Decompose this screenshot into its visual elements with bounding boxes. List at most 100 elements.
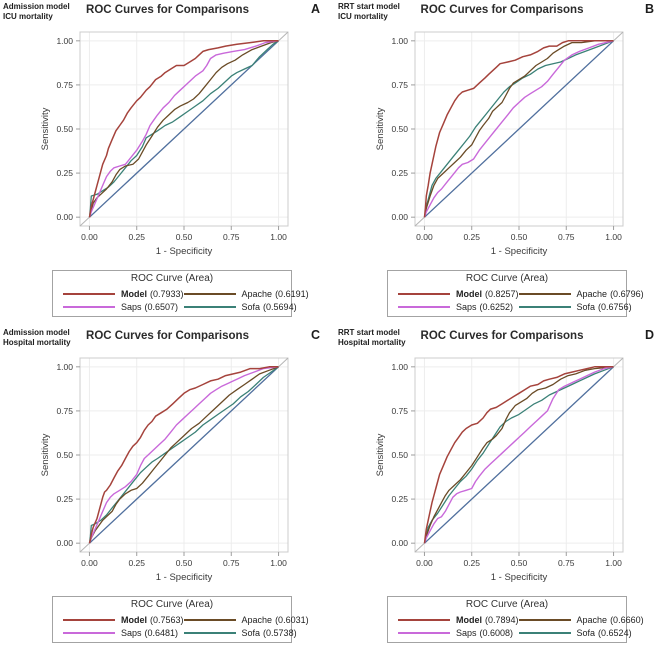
svg-text:0.75: 0.75 (558, 558, 575, 568)
svg-text:1 - Specificity: 1 - Specificity (156, 246, 213, 257)
legend-title: ROC Curve (Area) (130, 599, 214, 610)
svg-text:0.75: 0.75 (391, 406, 408, 416)
legend-series-auc: (0.7894) (485, 615, 519, 625)
svg-text:1.00: 1.00 (605, 558, 622, 568)
sofa-line-swatch (183, 306, 236, 308)
legend-entries: Model (0.8257) Saps (0.6252) Apache (0.6796… (388, 288, 644, 316)
legend-entry-model: Model (0.7933) (63, 289, 184, 299)
panel-b-letter: B (644, 2, 654, 16)
legend-title: ROC Curve (Area) (130, 273, 214, 284)
svg-text:0.75: 0.75 (223, 232, 240, 242)
legend-series-auc: (0.6524) (598, 628, 632, 638)
legend-series-auc: (0.6796) (610, 289, 644, 299)
legend-entry-model: Model (0.7563) (63, 615, 184, 625)
svg-text:0.50: 0.50 (511, 232, 528, 242)
svg-text:0.00: 0.00 (81, 232, 98, 242)
legend-entry-saps: Saps (0.6507) (63, 302, 184, 312)
saps-line-swatch (63, 632, 115, 634)
svg-text:0.25: 0.25 (128, 232, 145, 242)
svg-text:0.75: 0.75 (223, 558, 240, 568)
legend-entry-saps: Saps (0.6008) (398, 628, 519, 638)
legend-series-auc: (0.5738) (263, 628, 297, 638)
svg-text:0.25: 0.25 (463, 558, 480, 568)
panel-c: Admission model Hospital mortality ROC C… (0, 326, 335, 651)
panel-d: RRT start model Hospital mortality ROC C… (335, 326, 669, 651)
legend-entry-sofa: Sofa (0.5738) (183, 628, 309, 638)
panel-a: Admission model ICU mortality ROC Curves… (0, 0, 335, 326)
saps-line-swatch (63, 306, 115, 308)
legend-series-name: Model (456, 289, 482, 299)
panel-c-subtitle: Admission model Hospital mortality (3, 328, 71, 348)
apache-line-swatch (518, 619, 571, 621)
svg-text:0.50: 0.50 (511, 558, 528, 568)
legend-entry-apache: Apache (0.6031) (183, 615, 309, 625)
legend-entry-saps: Saps (0.6252) (398, 302, 519, 312)
legend-series-auc: (0.7933) (150, 289, 184, 299)
svg-text:0.50: 0.50 (56, 450, 73, 460)
svg-text:0.25: 0.25 (128, 558, 145, 568)
legend-series-name: Apache (241, 289, 273, 299)
sofa-line-swatch (518, 632, 571, 634)
sofa-line-swatch (518, 306, 571, 308)
legend-series-name: Sofa (576, 302, 596, 312)
svg-text:0.75: 0.75 (391, 80, 408, 90)
legend-box: ROC Curve (Area) Model (0.7563) Saps (0.64… (52, 596, 309, 643)
roc-plot-svg: 0.00 0.25 0.50 0.75 1.00 0.00 0.25 0.50 0.75 1.00… (375, 357, 624, 583)
legend-series-auc: (0.6756) (598, 302, 632, 312)
svg-text:1.00: 1.00 (391, 362, 408, 372)
svg-text:Sensitivity: Sensitivity (375, 433, 386, 476)
legend-series-auc: (0.5694) (263, 302, 297, 312)
legend-title: ROC Curve (Area) (465, 599, 549, 610)
panel-b-title: ROC Curves for Comparisons (420, 4, 584, 16)
panel-a-letter: A (310, 2, 320, 16)
model-line-swatch (63, 619, 115, 621)
svg-text:1 - Specificity: 1 - Specificity (491, 572, 548, 583)
legend-series-name: Model (121, 289, 147, 299)
svg-text:1.00: 1.00 (605, 232, 622, 242)
legend-series-name: Apache (576, 289, 608, 299)
subtitle-line-2: Hospital mortality (3, 338, 71, 347)
legend-series-auc: (0.6660) (610, 615, 644, 625)
roc-plot-svg: 0.00 0.25 0.50 0.75 1.00 0.00 0.25 0.50 0.75 1.00… (375, 31, 624, 257)
legend-entries: Model (0.7933) Saps (0.6507) Apache (0.6191… (53, 288, 309, 316)
subtitle-line-2: ICU mortality (3, 12, 53, 21)
legend-entry-apache: Apache (0.6796) (518, 289, 644, 299)
legend-series-name: Saps (456, 628, 477, 638)
legend-entry-sofa: Sofa (0.6524) (518, 628, 644, 638)
subtitle-line-1: RRT start model (338, 328, 400, 337)
svg-text:0.25: 0.25 (56, 494, 73, 504)
svg-text:0.75: 0.75 (56, 80, 73, 90)
legend-series-auc: (0.6191) (275, 289, 309, 299)
panel-d-letter: D (644, 328, 654, 342)
svg-text:0.00: 0.00 (81, 558, 98, 568)
sofa-line-swatch (183, 632, 236, 634)
legend-series-name: Apache (241, 615, 273, 625)
subtitle-line-1: Admission model (3, 328, 70, 337)
legend-series-name: Saps (121, 302, 142, 312)
legend-series-name: Saps (456, 302, 477, 312)
svg-text:0.25: 0.25 (391, 494, 408, 504)
legend-entries: Model (0.7563) Saps (0.6481) Apache (0.6031… (53, 614, 309, 642)
apache-line-swatch (518, 293, 571, 295)
legend-series-name: Apache (576, 615, 608, 625)
svg-text:0.50: 0.50 (391, 124, 408, 134)
svg-text:0.50: 0.50 (56, 124, 73, 134)
legend-series-auc: (0.6252) (479, 302, 514, 312)
legend-series-name: Saps (121, 628, 142, 638)
svg-text:1.00: 1.00 (56, 362, 73, 372)
legend-series-auc: (0.6507) (144, 302, 179, 312)
legend-series-name: Model (121, 615, 147, 625)
panel-c-letter: C (310, 328, 320, 342)
legend-entry-saps: Saps (0.6481) (63, 628, 184, 638)
panel-d-title: ROC Curves for Comparisons (420, 330, 584, 342)
svg-text:0.25: 0.25 (56, 168, 73, 178)
legend-series-name: Sofa (576, 628, 596, 638)
legend-series-name: Model (456, 615, 482, 625)
svg-text:0.75: 0.75 (56, 406, 73, 416)
svg-text:0.50: 0.50 (391, 450, 408, 460)
legend-entry-model: Model (0.8257) (398, 289, 519, 299)
legend-entry-model: Model (0.7894) (398, 615, 519, 625)
saps-line-swatch (398, 632, 450, 634)
svg-text:0.00: 0.00 (416, 232, 433, 242)
legend-entry-apache: Apache (0.6660) (518, 615, 644, 625)
